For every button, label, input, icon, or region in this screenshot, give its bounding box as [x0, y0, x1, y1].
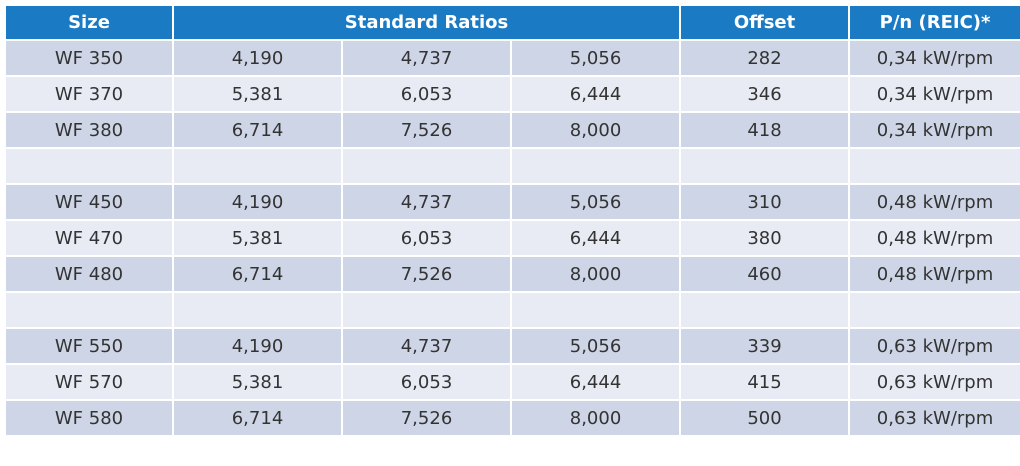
cell-ratio-3: 8,000	[509, 399, 682, 437]
cell-ratio-1: 6,714	[172, 111, 343, 149]
cell-size: WF 570	[4, 363, 174, 401]
cell-size: WF 470	[4, 219, 174, 257]
table-row: WF 380 6,714 7,526 8,000 418 0,34 kW/rpm	[4, 111, 1020, 149]
cell-size: WF 370	[4, 75, 174, 113]
cell-ratio-2	[341, 291, 512, 329]
cell-ratio-2: 7,526	[341, 255, 512, 293]
table-header: Size Standard Ratios Offset P/n (REIC)*	[4, 4, 1020, 41]
cell-ratio-3: 5,056	[509, 183, 682, 221]
table-row-spacer	[4, 147, 1020, 185]
cell-ratio-3: 5,056	[509, 327, 682, 365]
cell-ratio-3: 6,444	[509, 363, 682, 401]
table-row: WF 480 6,714 7,526 8,000 460 0,48 kW/rpm	[4, 255, 1020, 293]
cell-ratio-2: 4,737	[341, 327, 512, 365]
cell-ratio-2: 4,737	[341, 183, 512, 221]
cell-power	[848, 147, 1020, 185]
cell-ratio-1: 5,381	[172, 363, 343, 401]
cell-power: 0,34 kW/rpm	[848, 111, 1020, 149]
header-standard-ratios: Standard Ratios	[171, 4, 682, 41]
cell-offset: 339	[679, 327, 851, 365]
cell-ratio-2: 6,053	[341, 219, 512, 257]
cell-size: WF 580	[4, 399, 174, 437]
cell-offset: 418	[679, 111, 851, 149]
cell-ratio-1: 6,714	[172, 399, 343, 437]
cell-size	[4, 147, 174, 185]
header-power: P/n (REIC)*	[848, 4, 1020, 41]
gear-specs-table: Size Standard Ratios Offset P/n (REIC)* …	[4, 4, 1020, 437]
cell-ratio-1: 5,381	[172, 75, 343, 113]
cell-ratio-2: 7,526	[341, 111, 512, 149]
specs-table-container: Size Standard Ratios Offset P/n (REIC)* …	[4, 4, 1020, 437]
cell-offset: 460	[679, 255, 851, 293]
cell-size: WF 380	[4, 111, 174, 149]
cell-ratio-1	[172, 291, 343, 329]
cell-ratio-3	[509, 147, 682, 185]
cell-ratio-3	[509, 291, 682, 329]
cell-size: WF 350	[4, 39, 174, 77]
cell-ratio-2: 6,053	[341, 363, 512, 401]
cell-ratio-3: 6,444	[509, 219, 682, 257]
cell-offset: 380	[679, 219, 851, 257]
table-row: WF 470 5,381 6,053 6,444 380 0,48 kW/rpm	[4, 219, 1020, 257]
header-row: Size Standard Ratios Offset P/n (REIC)*	[4, 4, 1020, 41]
cell-ratio-3: 5,056	[509, 39, 682, 77]
cell-ratio-2: 7,526	[341, 399, 512, 437]
cell-ratio-2: 4,737	[341, 39, 512, 77]
cell-power: 0,34 kW/rpm	[848, 39, 1020, 77]
table-row: WF 450 4,190 4,737 5,056 310 0,48 kW/rpm	[4, 183, 1020, 221]
table-body: WF 350 4,190 4,737 5,056 282 0,34 kW/rpm…	[4, 39, 1020, 437]
cell-ratio-1: 4,190	[172, 39, 343, 77]
cell-offset: 500	[679, 399, 851, 437]
cell-offset: 346	[679, 75, 851, 113]
cell-power: 0,63 kW/rpm	[848, 399, 1020, 437]
cell-offset: 282	[679, 39, 851, 77]
cell-ratio-1	[172, 147, 343, 185]
cell-ratio-1: 4,190	[172, 183, 343, 221]
table-row: WF 350 4,190 4,737 5,056 282 0,34 kW/rpm	[4, 39, 1020, 77]
cell-power: 0,48 kW/rpm	[848, 183, 1020, 221]
cell-ratio-3: 8,000	[509, 255, 682, 293]
cell-size: WF 450	[4, 183, 174, 221]
cell-offset: 310	[679, 183, 851, 221]
cell-power	[848, 291, 1020, 329]
cell-ratio-2: 6,053	[341, 75, 512, 113]
cell-offset	[679, 291, 851, 329]
cell-ratio-1: 5,381	[172, 219, 343, 257]
cell-ratio-3: 8,000	[509, 111, 682, 149]
cell-ratio-1: 4,190	[172, 327, 343, 365]
cell-power: 0,63 kW/rpm	[848, 327, 1020, 365]
cell-ratio-3: 6,444	[509, 75, 682, 113]
cell-offset	[679, 147, 851, 185]
table-row: WF 580 6,714 7,526 8,000 500 0,63 kW/rpm	[4, 399, 1020, 437]
cell-size	[4, 291, 174, 329]
table-row: WF 550 4,190 4,737 5,056 339 0,63 kW/rpm	[4, 327, 1020, 365]
cell-power: 0,48 kW/rpm	[848, 219, 1020, 257]
cell-power: 0,34 kW/rpm	[848, 75, 1020, 113]
cell-size: WF 550	[4, 327, 174, 365]
cell-offset: 415	[679, 363, 851, 401]
header-size: Size	[4, 4, 174, 41]
cell-ratio-1: 6,714	[172, 255, 343, 293]
table-row: WF 370 5,381 6,053 6,444 346 0,34 kW/rpm	[4, 75, 1020, 113]
cell-ratio-2	[341, 147, 512, 185]
cell-power: 0,48 kW/rpm	[848, 255, 1020, 293]
cell-size: WF 480	[4, 255, 174, 293]
table-row-spacer	[4, 291, 1020, 329]
cell-power: 0,63 kW/rpm	[848, 363, 1020, 401]
table-row: WF 570 5,381 6,053 6,444 415 0,63 kW/rpm	[4, 363, 1020, 401]
header-offset: Offset	[679, 4, 851, 41]
